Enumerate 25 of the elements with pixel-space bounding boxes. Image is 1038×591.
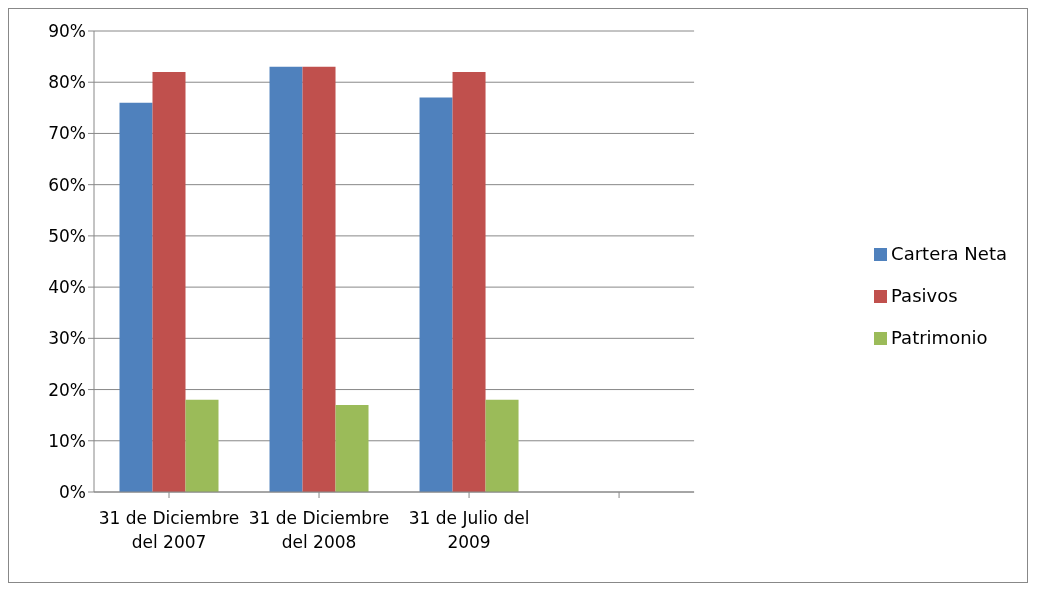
x-tick-label: 31 de Julio del 2009 — [408, 508, 530, 552]
legend-label: Patrimonio — [891, 326, 988, 348]
x-tick-label: 31 de Diciembre del 2008 — [248, 508, 390, 552]
bar — [419, 97, 453, 492]
bar — [152, 71, 186, 492]
y-tick-label: 20% — [48, 379, 86, 400]
bar — [485, 399, 519, 492]
bar — [119, 102, 153, 492]
y-tick-label: 90% — [48, 21, 86, 42]
y-tick-label: 80% — [48, 72, 86, 93]
bar — [269, 66, 303, 492]
bar — [335, 404, 369, 492]
y-tick-label: 10% — [48, 430, 86, 451]
y-tick-label: 70% — [48, 123, 86, 144]
bar — [302, 66, 336, 492]
x-tick-label: 31 de Diciembre del 2007 — [98, 508, 240, 552]
y-tick-label: 60% — [48, 174, 86, 195]
y-tick-label: 0% — [59, 482, 86, 503]
y-tick-label: 30% — [48, 328, 86, 349]
y-tick-label: 40% — [48, 277, 86, 298]
y-tick-label: 50% — [48, 225, 86, 246]
bar — [452, 71, 486, 492]
legend-label: Pasivos — [891, 284, 958, 306]
legend-label: Cartera Neta — [891, 242, 1007, 264]
bar — [185, 399, 219, 492]
